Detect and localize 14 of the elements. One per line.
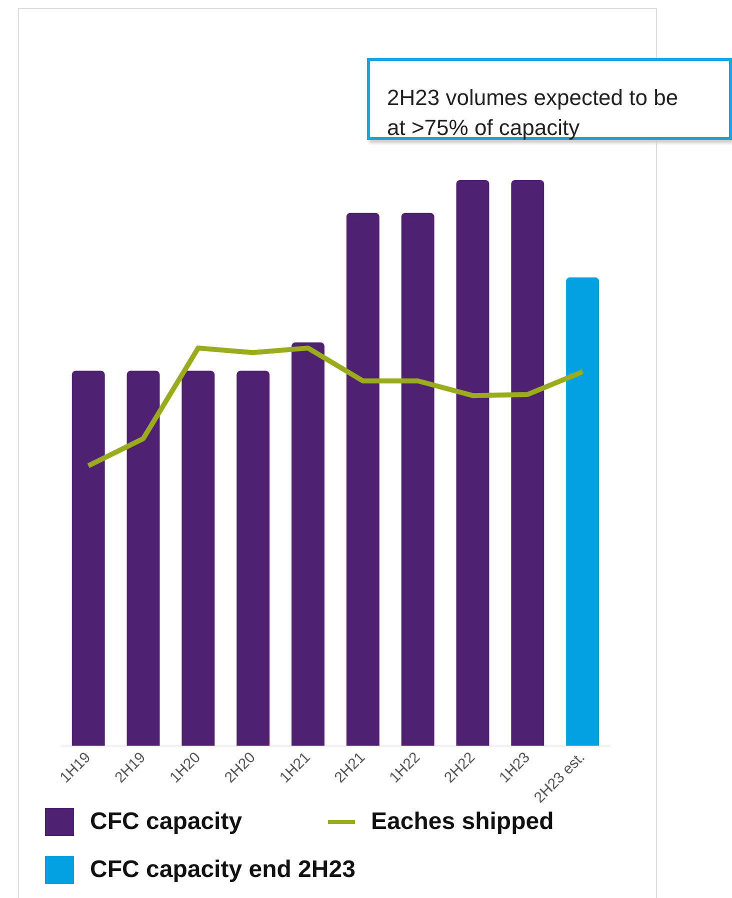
bar — [566, 277, 600, 746]
legend-label: Eaches shipped — [371, 808, 554, 836]
legend-label: CFC capacity — [90, 808, 242, 836]
bar — [182, 370, 215, 746]
text: 2H23 volumes expected to be at >75% of capacity — [387, 84, 680, 142]
bar — [72, 370, 105, 746]
bar — [401, 212, 434, 746]
bar — [346, 212, 380, 746]
legend-label: CFC capacity end 2H23 — [90, 856, 356, 884]
bar — [511, 180, 544, 746]
bar — [126, 370, 160, 746]
bar — [456, 180, 490, 746]
bar — [292, 342, 324, 746]
bar — [236, 370, 270, 746]
